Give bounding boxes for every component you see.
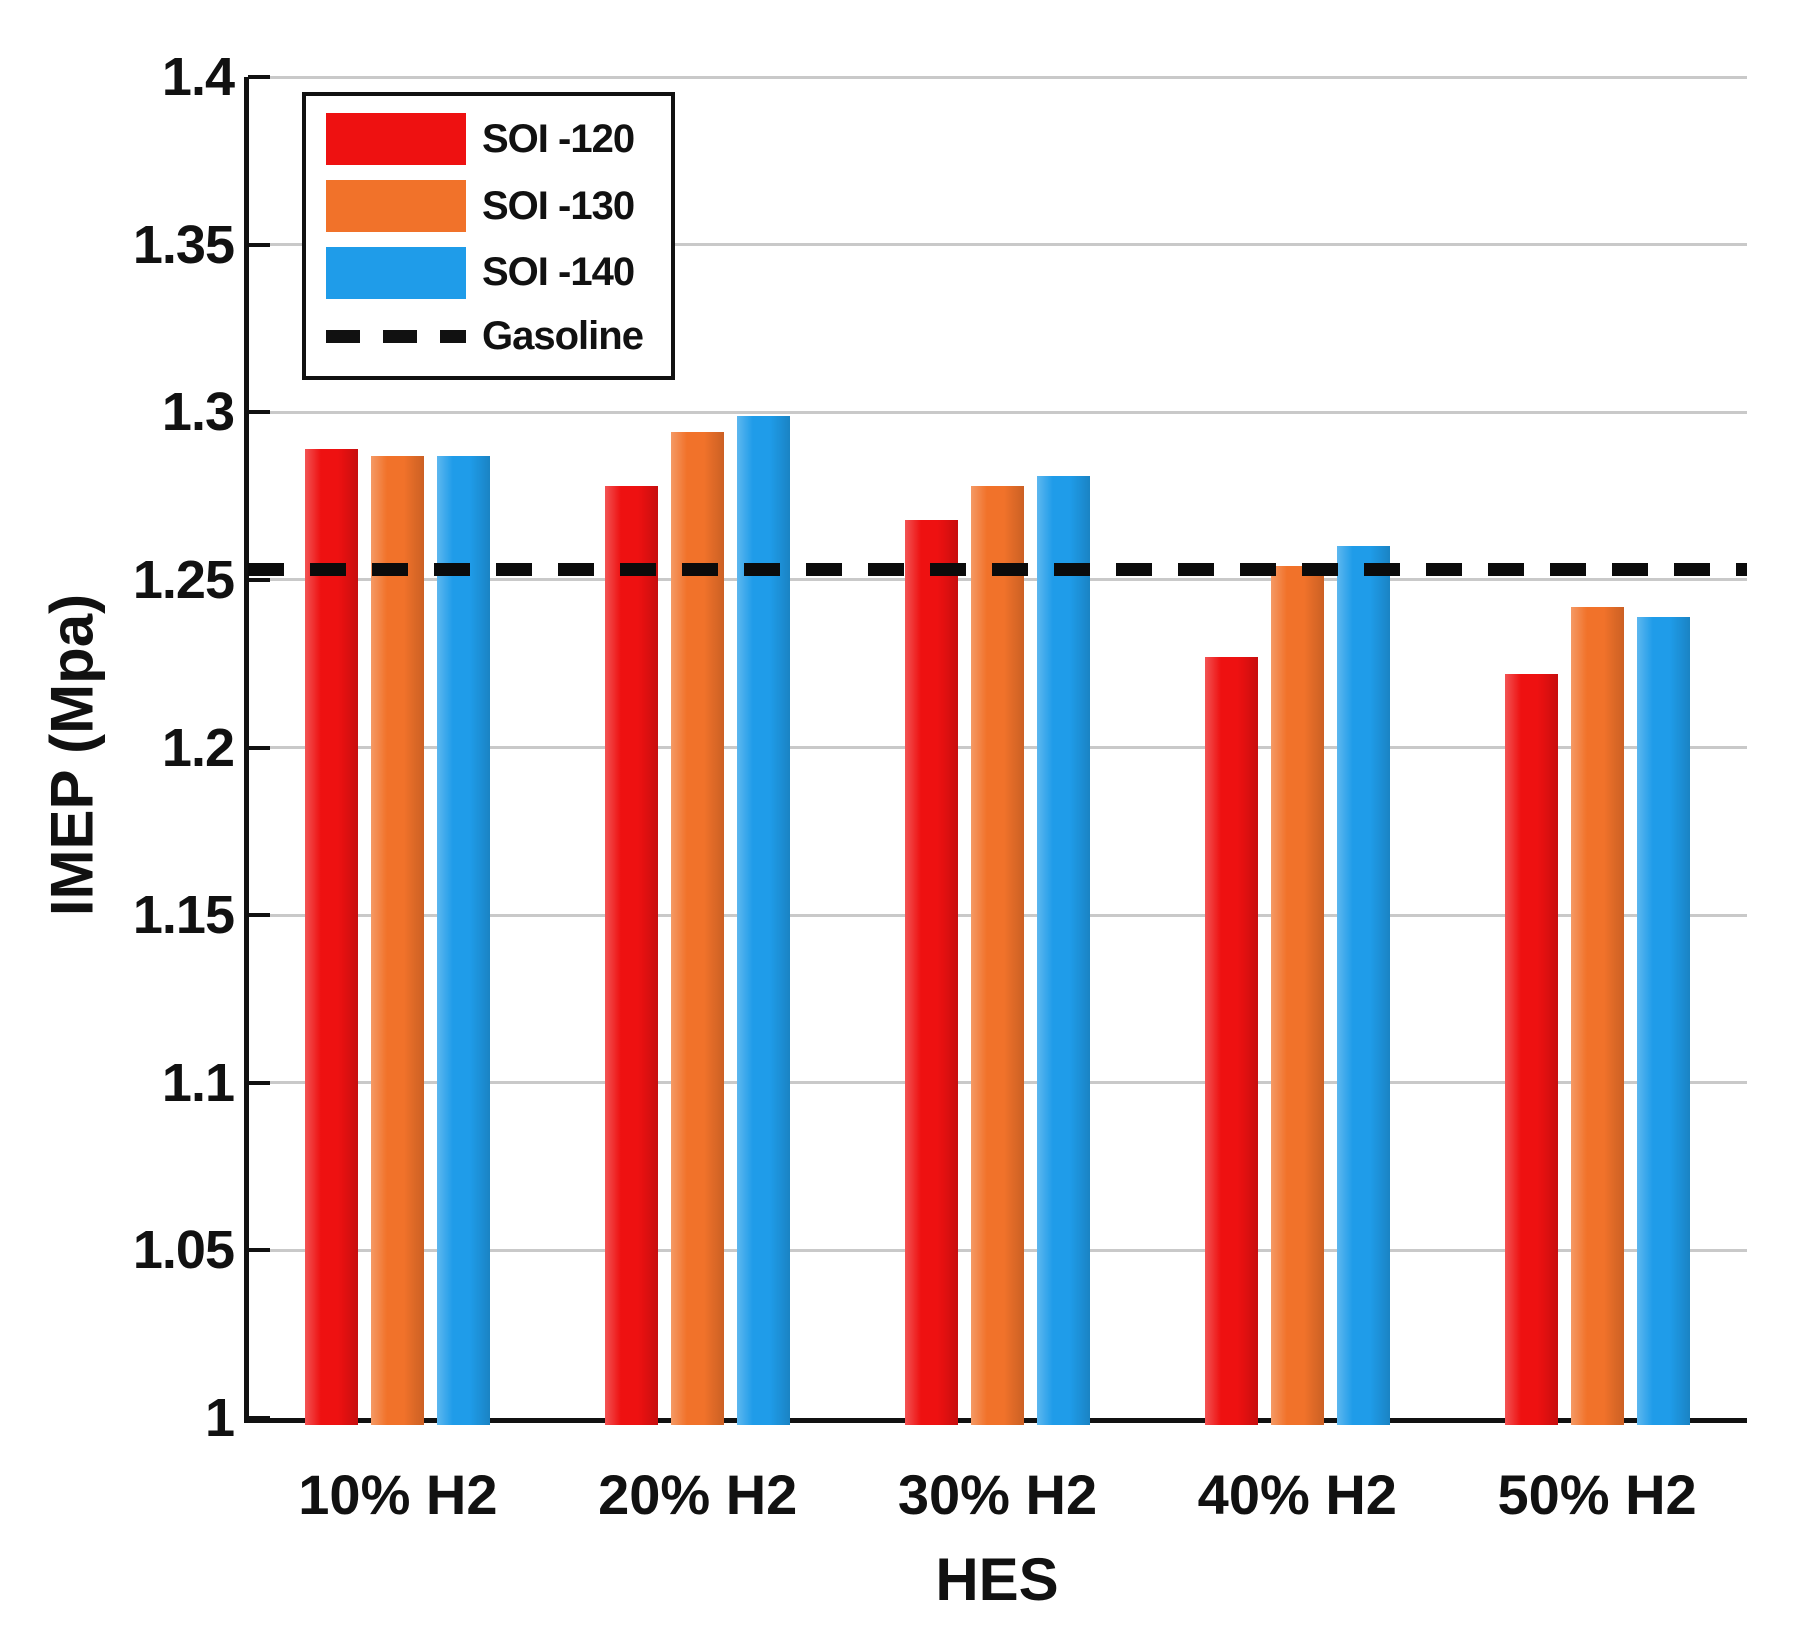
y-tick-label-1-1: 1.1	[161, 1052, 235, 1113]
legend-item-soi-120: SOI -120	[326, 113, 671, 166]
y-tick-label-1-25: 1.25	[132, 549, 235, 610]
legend-swatch-soi-140	[326, 246, 466, 299]
bar-soi-130-30-h2	[971, 486, 1024, 1425]
y-tick-label-1-2: 1.2	[161, 717, 235, 778]
y-tick-1-2	[248, 745, 270, 750]
bar-soi-140-10-h2	[437, 455, 491, 1425]
legend-item-gasoline: Gasoline	[326, 314, 671, 359]
bar-soi-120-30-h2	[905, 519, 958, 1425]
bar-soi-130-40-h2	[1270, 566, 1324, 1425]
bar-soi-120-50-h2	[1504, 673, 1558, 1425]
legend-swatch-soi-120	[326, 113, 466, 166]
y-tick-1	[248, 1416, 270, 1420]
bar-soi-130-50-h2	[1570, 606, 1624, 1425]
bar-soi-120-40-h2	[1204, 656, 1258, 1425]
legend-label-gasoline: Gasoline	[482, 313, 644, 358]
bar-soi-130-10-h2	[371, 455, 425, 1425]
y-tick-label-1-35: 1.35	[132, 214, 235, 275]
bar-soi-120-10-h2	[305, 449, 359, 1425]
gridline-1-4	[248, 75, 1747, 79]
x-tick-label-20-h2: 20% H2	[598, 1463, 798, 1526]
x-tick-label-40-h2: 40% H2	[1197, 1463, 1397, 1526]
bar-soi-140-20-h2	[737, 415, 791, 1425]
gridline-1-35	[248, 243, 1747, 247]
legend-label-soi-140: SOI -140	[482, 250, 635, 295]
y-tick-1-15	[248, 913, 270, 918]
y-tick-1-35	[248, 242, 270, 247]
y-tick-label-1: 1	[204, 1388, 235, 1448]
legend-label-soi-130: SOI -130	[482, 183, 635, 228]
gridline-1-3	[248, 410, 1747, 414]
y-tick-label-1-05: 1.05	[132, 1220, 235, 1281]
x-tick-label-50-h2: 50% H2	[1497, 1463, 1697, 1526]
bar-soi-140-40-h2	[1336, 546, 1390, 1425]
legend-item-soi-130: SOI -130	[326, 180, 671, 233]
y-tick-1-1	[248, 1080, 270, 1085]
plot-area	[244, 75, 1747, 1425]
y-axis-line	[244, 77, 249, 1423]
legend-dash-swatch	[326, 329, 466, 343]
y-tick-label-1-15: 1.15	[132, 885, 235, 946]
y-tick-1-05	[248, 1248, 270, 1253]
bar-soi-120-20-h2	[605, 486, 659, 1425]
legend-item-soi-140: SOI -140	[326, 246, 671, 299]
y-tick-1-4	[248, 75, 270, 79]
bar-soi-130-20-h2	[671, 432, 725, 1425]
y-tick-label-1-4: 1.4	[161, 47, 235, 107]
y-tick-label-1-3: 1.3	[161, 382, 235, 443]
bar-soi-140-50-h2	[1636, 616, 1690, 1425]
legend-label-soi-120: SOI -120	[482, 116, 635, 161]
x-tick-label-30-h2: 30% H2	[897, 1463, 1098, 1526]
y-tick-1-25	[248, 577, 270, 582]
legend-swatch-soi-130	[326, 180, 466, 233]
gasoline-reference-line	[248, 562, 1747, 576]
x-axis-title: HES	[935, 1546, 1059, 1613]
bar-soi-140-30-h2	[1037, 475, 1090, 1425]
x-tick-label-10-h2: 10% H2	[298, 1463, 498, 1526]
y-tick-1-3	[248, 410, 270, 415]
legend: SOI -120 SOI -130 SOI -140 Gasoline	[302, 92, 675, 380]
